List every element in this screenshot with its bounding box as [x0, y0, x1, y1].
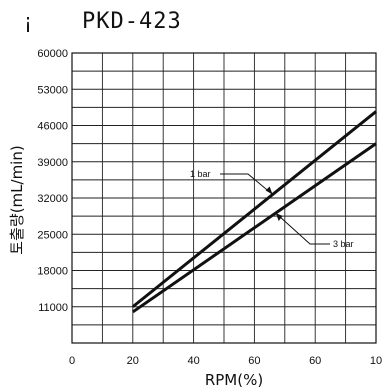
series-label-3-bar: 3 bar [333, 239, 354, 249]
series-line-1-bar [131, 110, 377, 308]
y-tick-label: 11000 [38, 302, 68, 314]
x-axis-label: RPM(%) [205, 371, 263, 389]
arrowhead-3-bar [275, 213, 283, 222]
y-tick-label: 18000 [37, 266, 68, 278]
arrowhead-1-bar [265, 186, 273, 195]
y-axis-label: 토출량(mL/min) [8, 145, 26, 254]
leader-line-1-bar [220, 173, 273, 195]
title-prefix: ¡ [24, 9, 32, 33]
series-annotations: 1 bar 3 bar [190, 169, 354, 249]
chart-grid [72, 53, 376, 343]
y-tick-label: 53000 [37, 84, 68, 96]
series-label-1-bar: 1 bar [190, 169, 211, 179]
leader-line-3-bar [275, 212, 330, 245]
x-tick-label: 20 [127, 355, 139, 367]
series-line-3-bar [131, 142, 377, 314]
y-tick-label: 46000 [37, 121, 68, 133]
x-tick-label: 10 [370, 355, 382, 367]
y-tick-labels: 11000 18000 25000 32000 39000 46000 53000 60000 [37, 48, 68, 314]
series-lines [131, 110, 377, 314]
y-tick-label: 39000 [37, 157, 68, 169]
x-tick-label: 40 [187, 355, 199, 367]
x-tick-label: 60 [309, 355, 321, 367]
y-tick-label: 25000 [37, 229, 68, 241]
x-tick-label: 0 [69, 355, 75, 367]
y-tick-label: 32000 [37, 193, 68, 205]
x-tick-labels: 0 20 40 60 60 10 [69, 355, 382, 367]
plot-frame [71, 52, 377, 344]
x-tick-label: 60 [248, 355, 260, 367]
chart-title: PKD-423 [82, 9, 182, 34]
y-tick-label: 60000 [37, 48, 68, 60]
